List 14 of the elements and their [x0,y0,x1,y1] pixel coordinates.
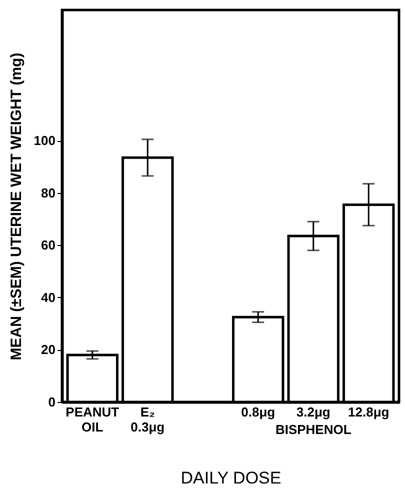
x-tick-label: 12.8μg [348,404,390,420]
y-tick-label: 60 [41,238,56,253]
y-tick-label: 80 [41,185,56,200]
text: BISPHENOL [275,422,352,437]
x-tick-label: E₂ 0.3μg [130,404,165,434]
y-tick-label: 20 [41,342,56,358]
x-tick-label: 3.2μg [296,404,330,420]
y-axis-title: MEAN (±SEM) UTERINE WET WEIGHT (mg) [8,52,25,360]
y-tick-label: 100 [34,133,56,148]
y-tick-label: 40 [41,290,56,305]
x-axis-title: DAILY DOSE [180,468,282,488]
x-tick-label: PEANUT OIL [66,404,120,434]
y-tick-label: 0 [48,394,56,410]
x-tick-label: 0.8μg [241,404,276,420]
